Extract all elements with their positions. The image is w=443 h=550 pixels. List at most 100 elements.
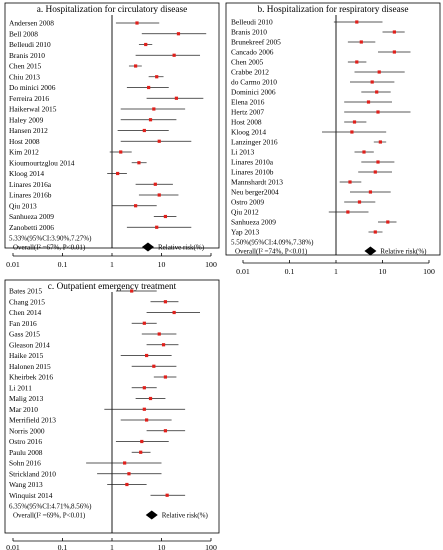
panel-frame [225,2,441,256]
study-row: Mannshardt 2013 [231,178,362,187]
forest-panel-a: a. Hospitalization for circulatory disea… [4,2,220,269]
point-estimate-marker [378,140,382,144]
study-row: Zanobetti 2006 [9,223,192,232]
point-estimate-marker [172,310,176,315]
study-row: Haike 2015 [9,351,172,360]
study-label: Linares 2016b [9,191,52,200]
study-label: Li 2011 [9,383,32,392]
study-row: Haikerwal 2015 [9,105,186,114]
study-row: Linares 2016b [9,191,179,200]
point-estimate-marker [355,20,359,24]
study-label: Paulu 2008 [9,448,43,457]
study-row: Merrifield 2013 [9,416,172,425]
study-label: Elena 2016 [231,98,265,107]
point-estimate-marker [155,225,159,229]
study-row: Hertz 2007 [231,108,411,117]
point-estimate-marker [172,53,176,57]
study-label: Kheirbek 2016 [9,373,53,382]
x-tick-label: 0.01 [6,543,20,550]
legend-label: Relative risk(%) [158,244,205,252]
study-row: Chang 2015 [9,297,179,306]
point-estimate-marker [152,107,156,111]
x-tick-label: 0.1 [285,267,295,276]
point-estimate-marker [140,439,144,444]
study-label: do Carmo 2010 [231,78,277,87]
study-row: Kioumourtzglou 2014 [9,158,147,167]
point-estimate-marker [127,472,131,476]
x-tick-label: 10 [158,543,166,550]
heterogeneity-text: Overall(I² =74%, P<0.01) [235,248,308,256]
point-estimate-marker [147,85,151,90]
point-estimate-marker [368,190,373,194]
study-row: do Carmo 2010 [231,78,395,87]
study-label: Strickland 2010 [9,469,56,478]
study-label: Zanobetti 2006 [9,223,54,232]
study-row: Sanhueza 2009 [231,218,397,227]
point-estimate-marker [161,343,166,347]
study-row: Qiu 2012 [231,208,369,217]
x-tick-label: 100 [205,543,217,550]
study-label: Dominici 2006 [231,88,276,97]
heterogeneity-text: Overall(I² =67%, P<0.01) [13,244,86,252]
study-row: Dominici 2006 [231,88,391,97]
study-row: Kloog 2014 [231,128,387,137]
study-row: Paulu 2008 [9,448,151,457]
point-estimate-marker [386,220,390,224]
study-row: Mar 2010 [9,405,186,414]
point-estimate-marker [392,30,396,34]
study-label: Linares 2010b [231,168,274,177]
study-label: Brunekreef 2005 [231,38,281,47]
study-row: Bell 2008 [9,29,207,38]
x-tick-label: 100 [423,267,435,276]
pooled-estimate-text: 5.50%(95%CI:4.09%,7.38%) [231,239,314,247]
study-row: Sohn 2016 [9,459,162,468]
point-estimate-marker [357,200,362,204]
point-estimate-marker [134,204,138,208]
study-label: Crabbe 2012 [231,68,269,77]
study-row: Belleudi 2010 [231,18,383,27]
study-label: Cancado 2006 [231,48,274,57]
point-estimate-marker [163,375,168,379]
study-row: Branis 2010 [231,28,405,37]
study-label: Belleudi 2010 [9,40,51,49]
study-label: Qiu 2013 [9,201,37,210]
study-label: Lanzinger 2016 [231,138,278,147]
study-row: Host 2008 [9,137,192,146]
study-row: Li 2011 [9,383,157,392]
study-row: Sanhueza 2009 [9,212,177,221]
study-label: Neu berger2004 [231,188,279,197]
point-estimate-marker [142,128,146,133]
study-label: Halonen 2015 [9,362,51,371]
point-estimate-marker [370,80,374,84]
study-label: Winquist 2014 [9,491,53,500]
legend-label: Relative risk(%) [162,512,209,520]
study-row: Kheirbek 2016 [9,373,177,382]
study-row: Linares 2010b [231,168,392,177]
point-estimate-marker [375,90,379,94]
point-estimate-marker [152,364,156,368]
study-label: Branis 2010 [231,28,267,37]
study-row: Gleason 2014 [9,340,179,349]
point-estimate-marker [130,289,134,293]
point-estimate-marker [123,461,127,465]
study-label: Chen 2005 [231,58,264,67]
study-label: Host 2008 [231,118,262,127]
study-label: Haley 2009 [9,115,44,124]
study-label: Kloog 2014 [9,169,44,178]
point-estimate-marker [137,161,141,165]
point-estimate-marker [157,139,161,143]
study-row: Winquist 2014 [9,491,186,500]
study-label: Wang 2013 [9,480,43,489]
point-estimate-marker [163,214,168,219]
point-estimate-marker [125,482,129,487]
study-row: Chiu 2013 [9,72,164,81]
x-tick-label: 0.01 [236,267,250,276]
study-row: Qiu 2013 [9,201,157,210]
study-row: Chen 2005 [231,58,367,67]
point-estimate-marker [119,150,123,154]
study-row: Crabbe 2012 [231,68,405,77]
point-estimate-marker [139,450,143,454]
study-label: Haike 2015 [9,351,44,360]
heterogeneity-text: Overall(I² =69%, P<0.01) [13,512,86,520]
study-row: Cancado 2006 [231,48,411,57]
